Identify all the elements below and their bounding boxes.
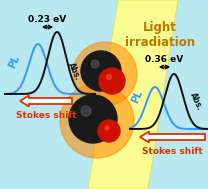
- Text: Abs.: Abs.: [66, 61, 82, 81]
- Text: 0.36 eV: 0.36 eV: [145, 55, 184, 64]
- Text: Abs.: Abs.: [188, 91, 204, 111]
- Polygon shape: [88, 0, 178, 189]
- Circle shape: [106, 74, 111, 80]
- Circle shape: [81, 51, 121, 91]
- Circle shape: [60, 84, 134, 158]
- Text: Light
irradiation: Light irradiation: [125, 21, 195, 49]
- Circle shape: [99, 68, 125, 94]
- Circle shape: [73, 42, 137, 106]
- FancyArrow shape: [140, 132, 205, 143]
- Circle shape: [81, 106, 91, 116]
- Text: 0.23 eV: 0.23 eV: [28, 15, 67, 24]
- Text: Stokes shift: Stokes shift: [142, 147, 203, 156]
- Circle shape: [105, 126, 109, 130]
- Circle shape: [69, 95, 117, 143]
- Circle shape: [98, 120, 120, 142]
- Text: PL: PL: [7, 54, 21, 70]
- Circle shape: [91, 60, 99, 68]
- Text: Stokes shift: Stokes shift: [16, 111, 76, 120]
- Text: PL: PL: [130, 89, 144, 105]
- FancyArrow shape: [20, 95, 72, 106]
